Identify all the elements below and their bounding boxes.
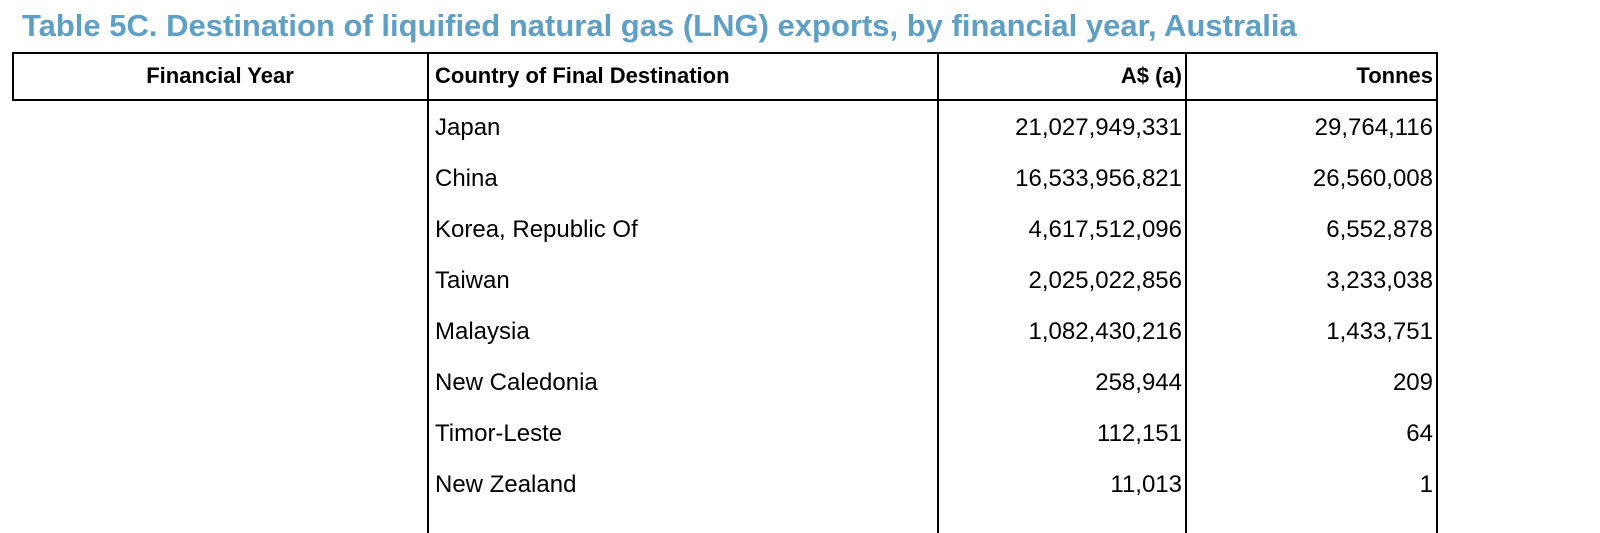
column-border: [12, 52, 14, 101]
tonnes-cell: 209: [1392, 369, 1433, 396]
column-header: A$ (a): [1120, 63, 1182, 88]
column-border: [937, 52, 939, 533]
column-header: Country of Final Destination: [435, 63, 730, 88]
value-cell: 1,082,430,216: [1028, 318, 1182, 345]
tonnes-cell: 6,552,878: [1326, 216, 1433, 243]
tonnes-cell: 1,433,751: [1326, 318, 1433, 345]
country-cell: Korea, Republic Of: [435, 216, 638, 243]
country-cell: China: [435, 165, 498, 192]
country-cell: New Caledonia: [435, 369, 598, 396]
header-border: [12, 99, 1438, 101]
country-cell: New Zealand: [435, 471, 577, 498]
country-cell: Japan: [435, 114, 501, 141]
value-cell: 21,027,949,331: [1015, 114, 1182, 141]
value-cell: 4,617,512,096: [1028, 216, 1182, 243]
column-header: Financial Year: [146, 63, 294, 88]
value-cell: 258,944: [1095, 369, 1182, 396]
value-cell: 112,151: [1097, 420, 1182, 447]
tonnes-cell: 29,764,116: [1314, 114, 1433, 141]
country-cell: Timor-Leste: [435, 420, 563, 447]
column-header: Tonnes: [1356, 63, 1433, 88]
value-cell: 11,013: [1110, 471, 1182, 498]
value-cell: 16,533,956,821: [1015, 165, 1182, 192]
table-border: [12, 52, 1438, 54]
country-cell: Taiwan: [435, 267, 510, 294]
tonnes-cell: 3,233,038: [1326, 267, 1433, 294]
tonnes-cell: 64: [1406, 420, 1433, 447]
value-cell: 2,025,022,856: [1028, 267, 1182, 294]
column-border: [427, 52, 429, 533]
column-border: [1436, 52, 1438, 533]
column-border: [1185, 52, 1187, 533]
country-cell: Malaysia: [435, 318, 530, 345]
table-title: Table 5C. Destination of liquified natur…: [22, 8, 1297, 43]
tonnes-cell: 1: [1419, 471, 1433, 498]
tonnes-cell: 26,560,008: [1312, 165, 1433, 192]
